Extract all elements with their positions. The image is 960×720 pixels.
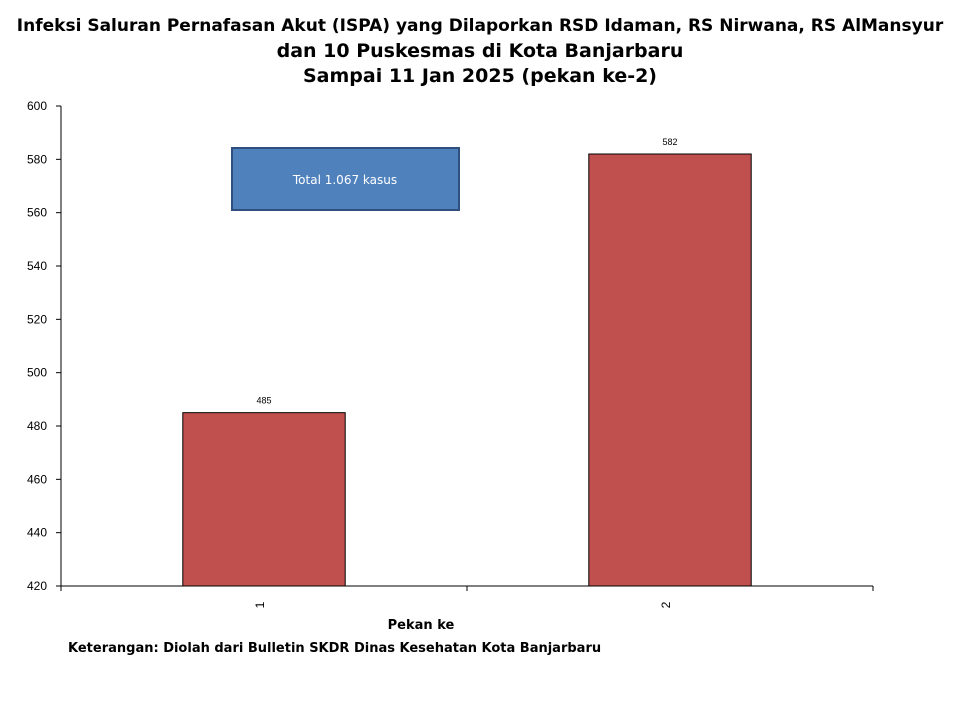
chart-subtitle-line-1: dan 10 Puskesmas di Kota Banjarbaru [276,40,684,62]
y-tick-label: 580 [27,152,47,166]
x-tick-label: 2 [659,601,673,608]
chart-axes: 420 440 460 480 500 520 540 560 580 600 1 2 [27,99,874,608]
bar-week-1 [182,412,346,587]
y-tick-label: 440 [27,526,47,540]
y-tick-label: 420 [27,579,47,593]
y-tick-label: 600 [27,99,47,113]
annotation-text: Total 1.067 kasus [292,173,397,187]
y-tick-label: 480 [27,419,47,433]
chart-data-labels: 485 582 [256,137,677,406]
y-tick-label: 500 [27,366,47,380]
chart-title-line-1: Infeksi Saluran Pernafasan Akut (ISPA) y… [16,16,944,36]
y-tick-label: 520 [27,312,47,326]
data-label: 582 [662,137,677,147]
y-tick-label: 540 [27,259,47,273]
y-tick-label: 460 [27,472,47,486]
chart-bars [182,153,752,587]
y-tick-label: 560 [27,206,47,220]
bar-week-2 [588,153,752,587]
x-tick-label: 1 [253,601,267,608]
chart-title: Infeksi Saluran Pernafasan Akut (ISPA) y… [0,14,960,89]
annotation-box [231,147,460,211]
x-axis-label: Pekan ke [388,618,455,633]
chart-annotation: Total 1.067 kasus [231,147,460,211]
data-label: 485 [256,396,271,406]
footnote: Keterangan: Diolah dari Bulletin SKDR Di… [68,641,602,656]
chart-subtitle-line-2: Sampai 11 Jan 2025 (pekan ke-2) [302,65,657,87]
